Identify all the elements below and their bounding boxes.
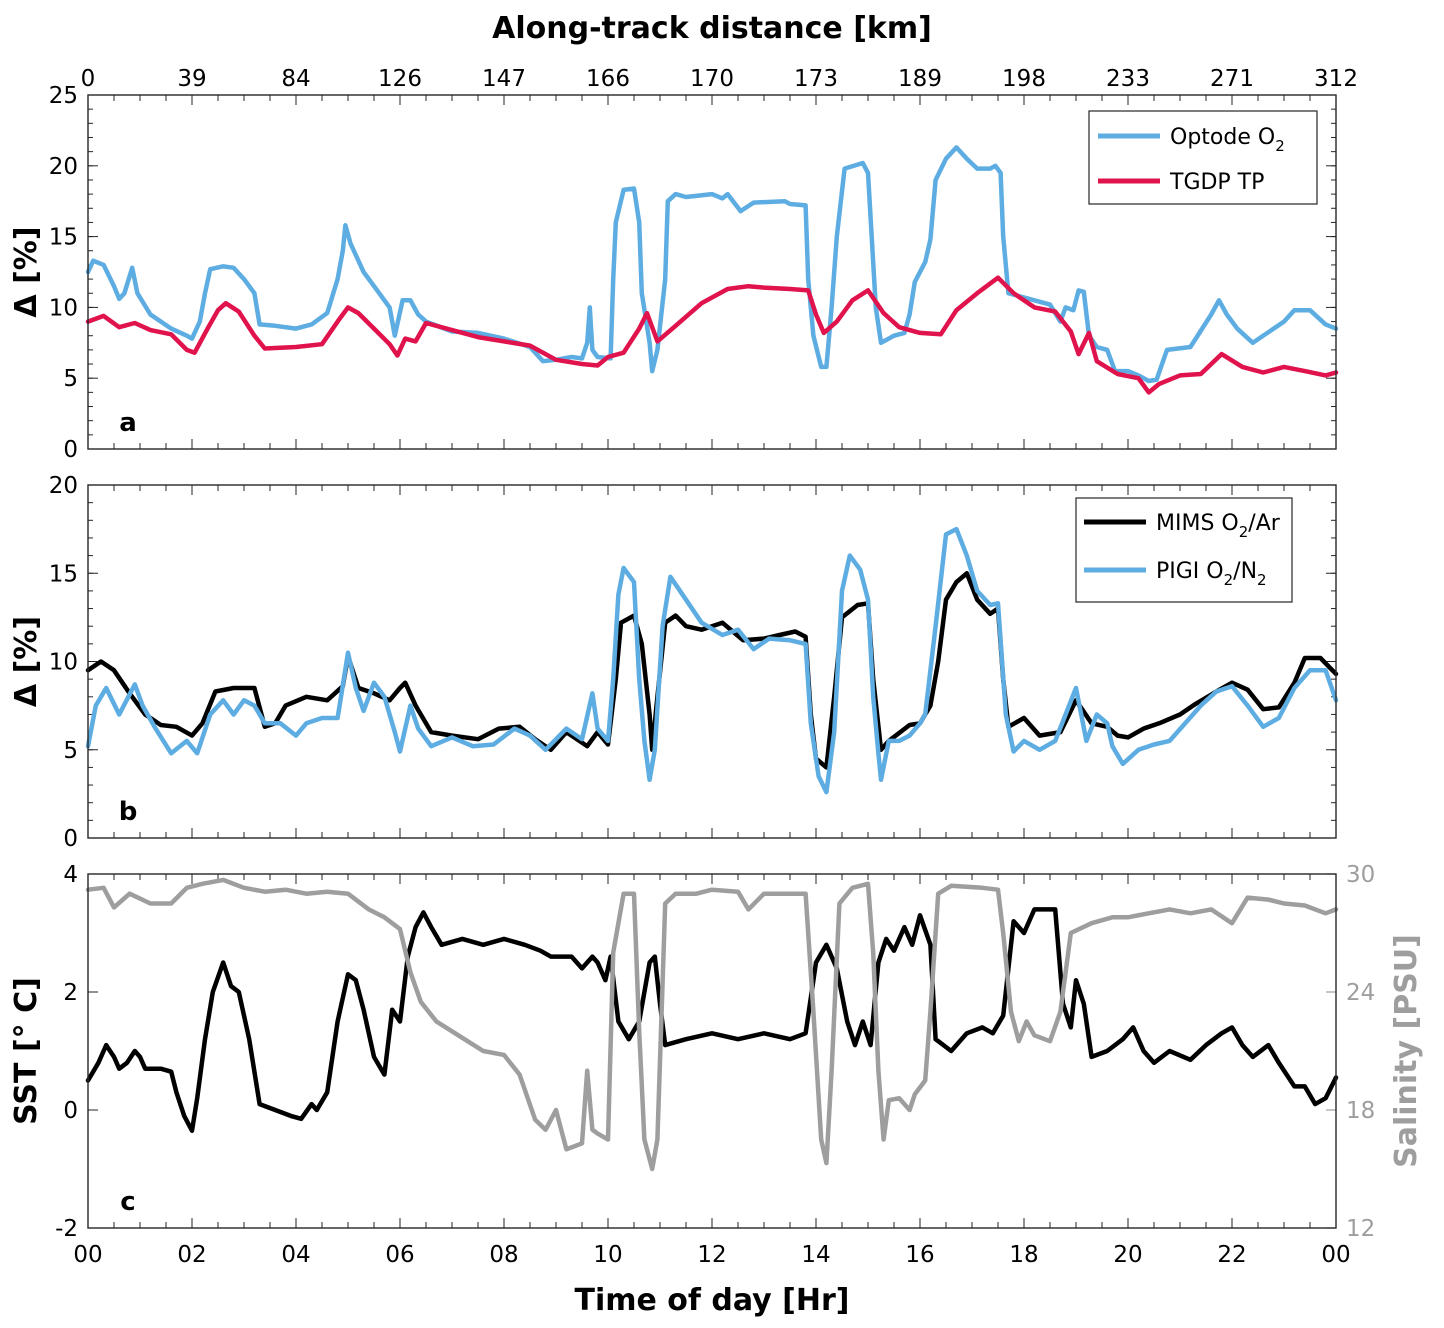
legend-panel-a: Optode O2 TGDP TP <box>1088 110 1318 205</box>
bottom-axis-tick-label: 04 <box>281 1242 310 1268</box>
top-axis-tick-label: 271 <box>1210 66 1254 92</box>
y-tick-label: 0 <box>63 1098 78 1124</box>
top-axis-tick-label: 166 <box>586 66 630 92</box>
y-tick-label: 15 <box>49 561 78 587</box>
bottom-axis-title: Time of day [Hr] <box>574 1283 849 1318</box>
y-axis-label: Δ [%] <box>9 616 44 707</box>
bottom-axis-tick-label: 20 <box>1113 1242 1142 1268</box>
top-axis-title: Along-track distance [km] <box>492 11 932 46</box>
y-axis-label: SST [° C] <box>9 977 44 1125</box>
top-axis-tick-label: 147 <box>482 66 526 92</box>
y-tick-label: 5 <box>63 738 78 764</box>
bottom-axis-tick-label: 00 <box>1321 1242 1350 1268</box>
top-axis-tick-label: 39 <box>177 66 206 92</box>
y-tick-label: 2 <box>63 980 78 1006</box>
legend-label-tgdp: TGDP TP <box>1169 170 1264 195</box>
plot-frame <box>87 484 1337 839</box>
top-axis-tick-label: 0 <box>81 66 96 92</box>
bottom-axis-tick-label: 18 <box>1009 1242 1038 1268</box>
y2-axis-label: Salinity [PSU] <box>1389 934 1424 1168</box>
bottom-axis-tick-label: 10 <box>593 1242 622 1268</box>
y-tick-label: 10 <box>49 295 78 321</box>
y-tick-label: 25 <box>49 83 78 109</box>
y-tick-label: 20 <box>49 473 78 499</box>
series-line-optode-o <box>85 145 1339 384</box>
top-axis-tick-label: 312 <box>1314 66 1358 92</box>
top-axis-tick-label: 170 <box>690 66 734 92</box>
bottom-axis-tick-label: 14 <box>801 1242 830 1268</box>
top-axis-tick-label: 173 <box>794 66 838 92</box>
bottom-axis-tick-label: 08 <box>489 1242 518 1268</box>
y2-tick-label: 30 <box>1346 862 1375 888</box>
legend-label-optode: Optode O2 <box>1170 125 1285 155</box>
panel-a: 0 5 10 15 20 25 Δ [%] a <box>9 83 1339 463</box>
panel-label: a <box>119 408 137 438</box>
panel-b: 0 5 10 15 20 Δ [%] b <box>9 473 1339 852</box>
y-tick-label: 5 <box>63 366 78 392</box>
y-tick-label: 0 <box>63 826 78 852</box>
y2-tick-label: 18 <box>1346 1098 1375 1124</box>
legend-label-mims: MIMS O2/Ar <box>1156 511 1281 541</box>
plot-frame <box>87 873 1337 1229</box>
y2-tick-label: 12 <box>1346 1216 1375 1242</box>
y2-tick-label: 24 <box>1346 980 1375 1006</box>
top-axis-tick-label: 84 <box>281 66 310 92</box>
panel-label: c <box>120 1187 135 1217</box>
legend-panel-b: MIMS O2/Ar PIGI O2/N2 <box>1075 497 1293 603</box>
bottom-axis-tick-label: 02 <box>177 1242 206 1268</box>
legend-box <box>1075 497 1293 603</box>
y-tick-label: -2 <box>55 1216 78 1242</box>
top-axis-tick-label: 126 <box>378 66 422 92</box>
series-line-pigi-o <box>85 526 1339 795</box>
legend-label-pigi: PIGI O2/N2 <box>1156 559 1267 589</box>
y-tick-label: 10 <box>49 650 78 676</box>
series-line-salinity <box>85 877 1339 1172</box>
top-axis-tick-label: 233 <box>1106 66 1150 92</box>
y-tick-label: 0 <box>63 437 78 463</box>
y-tick-label: 15 <box>49 225 78 251</box>
bottom-axis-tick-label: 12 <box>697 1242 726 1268</box>
top-axis-tick-label: 198 <box>1002 66 1046 92</box>
panel-label: b <box>119 797 138 827</box>
plot-frame <box>87 94 1337 450</box>
top-axis-tick-label: 189 <box>898 66 942 92</box>
bottom-axis-tick-label: 22 <box>1217 1242 1246 1268</box>
series-line-sst <box>85 907 1339 1133</box>
y-tick-label: 20 <box>49 154 78 180</box>
bottom-axis-tick-label: 16 <box>905 1242 934 1268</box>
bottom-axis-tick-label: 06 <box>385 1242 414 1268</box>
series-line-tgdp-tp <box>85 275 1339 395</box>
y-axis-label: Δ [%] <box>9 226 44 317</box>
bottom-axis-tick-label: 00 <box>73 1242 102 1268</box>
legend-box <box>1088 110 1318 205</box>
y-tick-label: 4 <box>63 862 78 888</box>
